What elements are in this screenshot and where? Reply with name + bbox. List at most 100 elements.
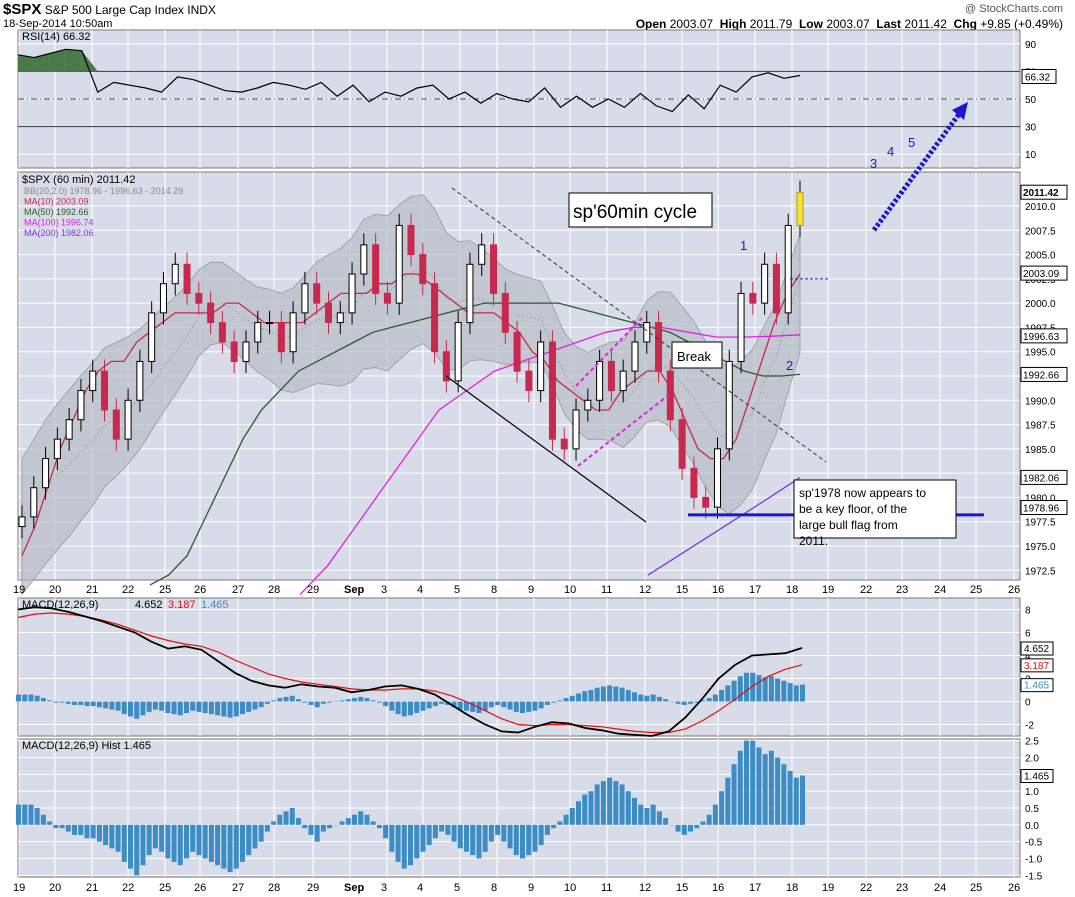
macd-hist-bar — [271, 700, 277, 702]
macd-hist-bar — [401, 701, 407, 717]
hist-bar — [706, 814, 712, 825]
hist-bar — [103, 824, 109, 846]
x-tick-label: 10 — [564, 584, 576, 596]
rsi-legend: RSI(14) 66.32 — [22, 31, 90, 43]
x-tick-label: 24 — [934, 584, 946, 596]
legend-ma100: MA(100) 1996.74 — [24, 218, 94, 228]
macd-hist-bar — [563, 698, 569, 702]
candle-body — [218, 322, 226, 343]
hist-y-tick-label: -1.5 — [1025, 871, 1043, 882]
hist-bar — [128, 824, 133, 869]
macd-hist-bar — [53, 701, 59, 703]
x-tick-label: 16 — [712, 882, 724, 894]
hist-bar — [152, 824, 158, 849]
x-tick-label: 3 — [381, 882, 387, 894]
candle-body — [466, 263, 474, 324]
bollinger-band — [21, 194, 801, 596]
candle-body — [124, 399, 132, 440]
x-tick-label: 25 — [970, 882, 982, 894]
candle-body — [195, 292, 203, 304]
macd-hist-bar — [762, 677, 768, 702]
macd-hist-bar — [731, 680, 737, 702]
macd-hist-bar — [16, 694, 21, 702]
x-tick-label: 23 — [896, 584, 908, 596]
candle-body — [619, 370, 627, 392]
macd-y-tick-label: 4 — [1025, 652, 1031, 663]
x-tick-label: Sep — [344, 882, 364, 894]
x-tick-label: 8 — [491, 882, 497, 894]
price-y-tick-label: 1987.5 — [1025, 421, 1056, 432]
hist-bar — [800, 775, 805, 825]
macd-line — [17, 606, 803, 737]
hist-bar — [327, 824, 333, 829]
hist-bar — [501, 824, 507, 842]
macd-hist-bar — [90, 701, 96, 707]
macd-hist-bar — [488, 701, 494, 708]
x-tick-label: 22 — [122, 584, 134, 596]
macd-hist-bar — [65, 701, 71, 704]
rsi-overbought-area — [81, 50, 98, 72]
candle-body — [348, 273, 356, 314]
macd-hist-bar — [376, 701, 382, 703]
candle-body — [737, 292, 745, 362]
macd-hist-bar — [352, 698, 357, 702]
hist-bar — [258, 824, 264, 842]
hist-bar — [233, 824, 239, 869]
watermark: @ StockCharts.com — [965, 3, 1063, 15]
x-tick-label: 5 — [454, 584, 460, 596]
candle-body — [454, 322, 462, 382]
break-box-label: Break — [677, 349, 711, 364]
macd-hist-bar — [47, 700, 53, 702]
wave-label: 1 — [740, 238, 747, 253]
macd-hist-bar — [308, 701, 314, 705]
macd-hist-bar — [408, 701, 413, 716]
cycle-box-label: sp'60min cycle — [573, 202, 697, 223]
candle-body — [690, 467, 698, 498]
x-tick-label: 25 — [970, 584, 982, 596]
candle-body — [761, 263, 769, 304]
hist-bar — [383, 824, 389, 839]
hist-bar — [488, 824, 494, 842]
hist-bar — [121, 824, 127, 862]
high-value: 2011.79 — [749, 17, 793, 31]
hist-bar — [320, 824, 326, 832]
hist-bar — [426, 824, 432, 846]
open-label: Open — [635, 17, 667, 31]
macd-hist-bar — [644, 695, 650, 702]
hist-bar — [538, 824, 544, 846]
x-tick-label: 19 — [822, 882, 834, 894]
hist-bar — [376, 824, 382, 829]
hist-bar — [762, 754, 768, 825]
hist-bar — [345, 818, 351, 825]
macd-hist-bar — [140, 701, 146, 716]
x-tick-label: 19 — [822, 584, 834, 596]
macd-hist-bar — [28, 694, 34, 702]
candle-body — [136, 360, 144, 401]
macd-hist-bar — [171, 701, 177, 715]
hist-bar — [196, 824, 202, 856]
price-value-label: 2011.42 — [1023, 188, 1059, 199]
candle-body — [395, 224, 403, 304]
hist-bar — [264, 824, 270, 832]
price-y-tick-label: 2007.5 — [1025, 226, 1056, 237]
hist-bar — [563, 814, 569, 825]
macd-hist-bar — [22, 694, 28, 702]
macd-hist-bar — [414, 701, 420, 713]
x-tick-label: 18 — [786, 584, 798, 596]
price-value-box — [1020, 366, 1068, 382]
candle-body — [631, 341, 639, 372]
x-tick-label: 28 — [268, 882, 280, 894]
hist-bar — [513, 824, 519, 856]
hist-bar — [215, 824, 221, 866]
macd-hist-bar — [582, 691, 588, 702]
hist-bar — [16, 804, 21, 825]
macd-signal-line — [17, 612, 803, 734]
macd-hist-bar — [787, 683, 793, 702]
macd-hist-bar — [96, 701, 102, 708]
macd-hist-bar — [78, 701, 84, 705]
x-tick-label: 9 — [528, 882, 534, 894]
macd-hist-bar — [221, 701, 227, 717]
candle-body — [242, 341, 250, 362]
candle-body — [431, 283, 439, 353]
